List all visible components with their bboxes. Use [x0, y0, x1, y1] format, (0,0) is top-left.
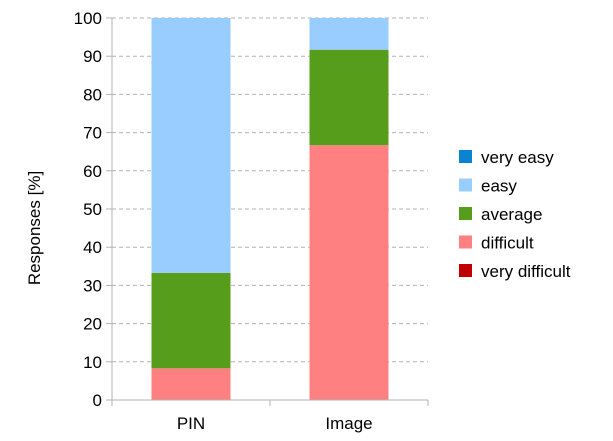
y-tick-label: 60: [83, 162, 102, 181]
y-tick-label: 80: [83, 85, 102, 104]
y-tick-label: 0: [93, 391, 102, 410]
bar-segment-difficult: [151, 368, 231, 400]
axes: 0 10 20 30 40 50 60 70 80 90 100 PIN Image: [74, 9, 429, 433]
legend-swatch: [459, 178, 472, 192]
y-axis-title: Responses [%]: [25, 171, 44, 285]
bar-segment-average: [309, 49, 389, 146]
legend-label: very easy: [481, 148, 554, 167]
y-tick-label: 10: [83, 353, 102, 372]
legend-swatch: [459, 235, 472, 249]
legend-swatch: [459, 264, 472, 277]
y-tick-label: 50: [83, 200, 102, 219]
legend-swatch: [459, 150, 472, 163]
legend: very easy easy average difficult very diffic…: [459, 148, 571, 281]
bar-segment-difficult: [309, 145, 389, 400]
bar-segment-easy: [309, 18, 389, 50]
legend-label: average: [481, 205, 542, 224]
legend-label: difficult: [481, 234, 534, 253]
bar-segment-easy: [151, 18, 231, 273]
legend-label: very difficult: [481, 262, 571, 281]
legend-label: easy: [481, 177, 517, 196]
y-tick-label: 90: [83, 47, 102, 66]
y-tick-label: 30: [83, 276, 102, 295]
y-tick-label: 40: [83, 238, 102, 257]
y-tick-label: 100: [74, 9, 102, 28]
y-tick-label: 20: [83, 315, 102, 334]
y-tick-label: 70: [83, 124, 102, 143]
x-tick-label: PIN: [177, 414, 205, 433]
bars: [151, 18, 389, 400]
legend-swatch: [459, 207, 472, 220]
bar-segment-average: [151, 272, 231, 369]
x-tick-label: Image: [325, 414, 372, 433]
